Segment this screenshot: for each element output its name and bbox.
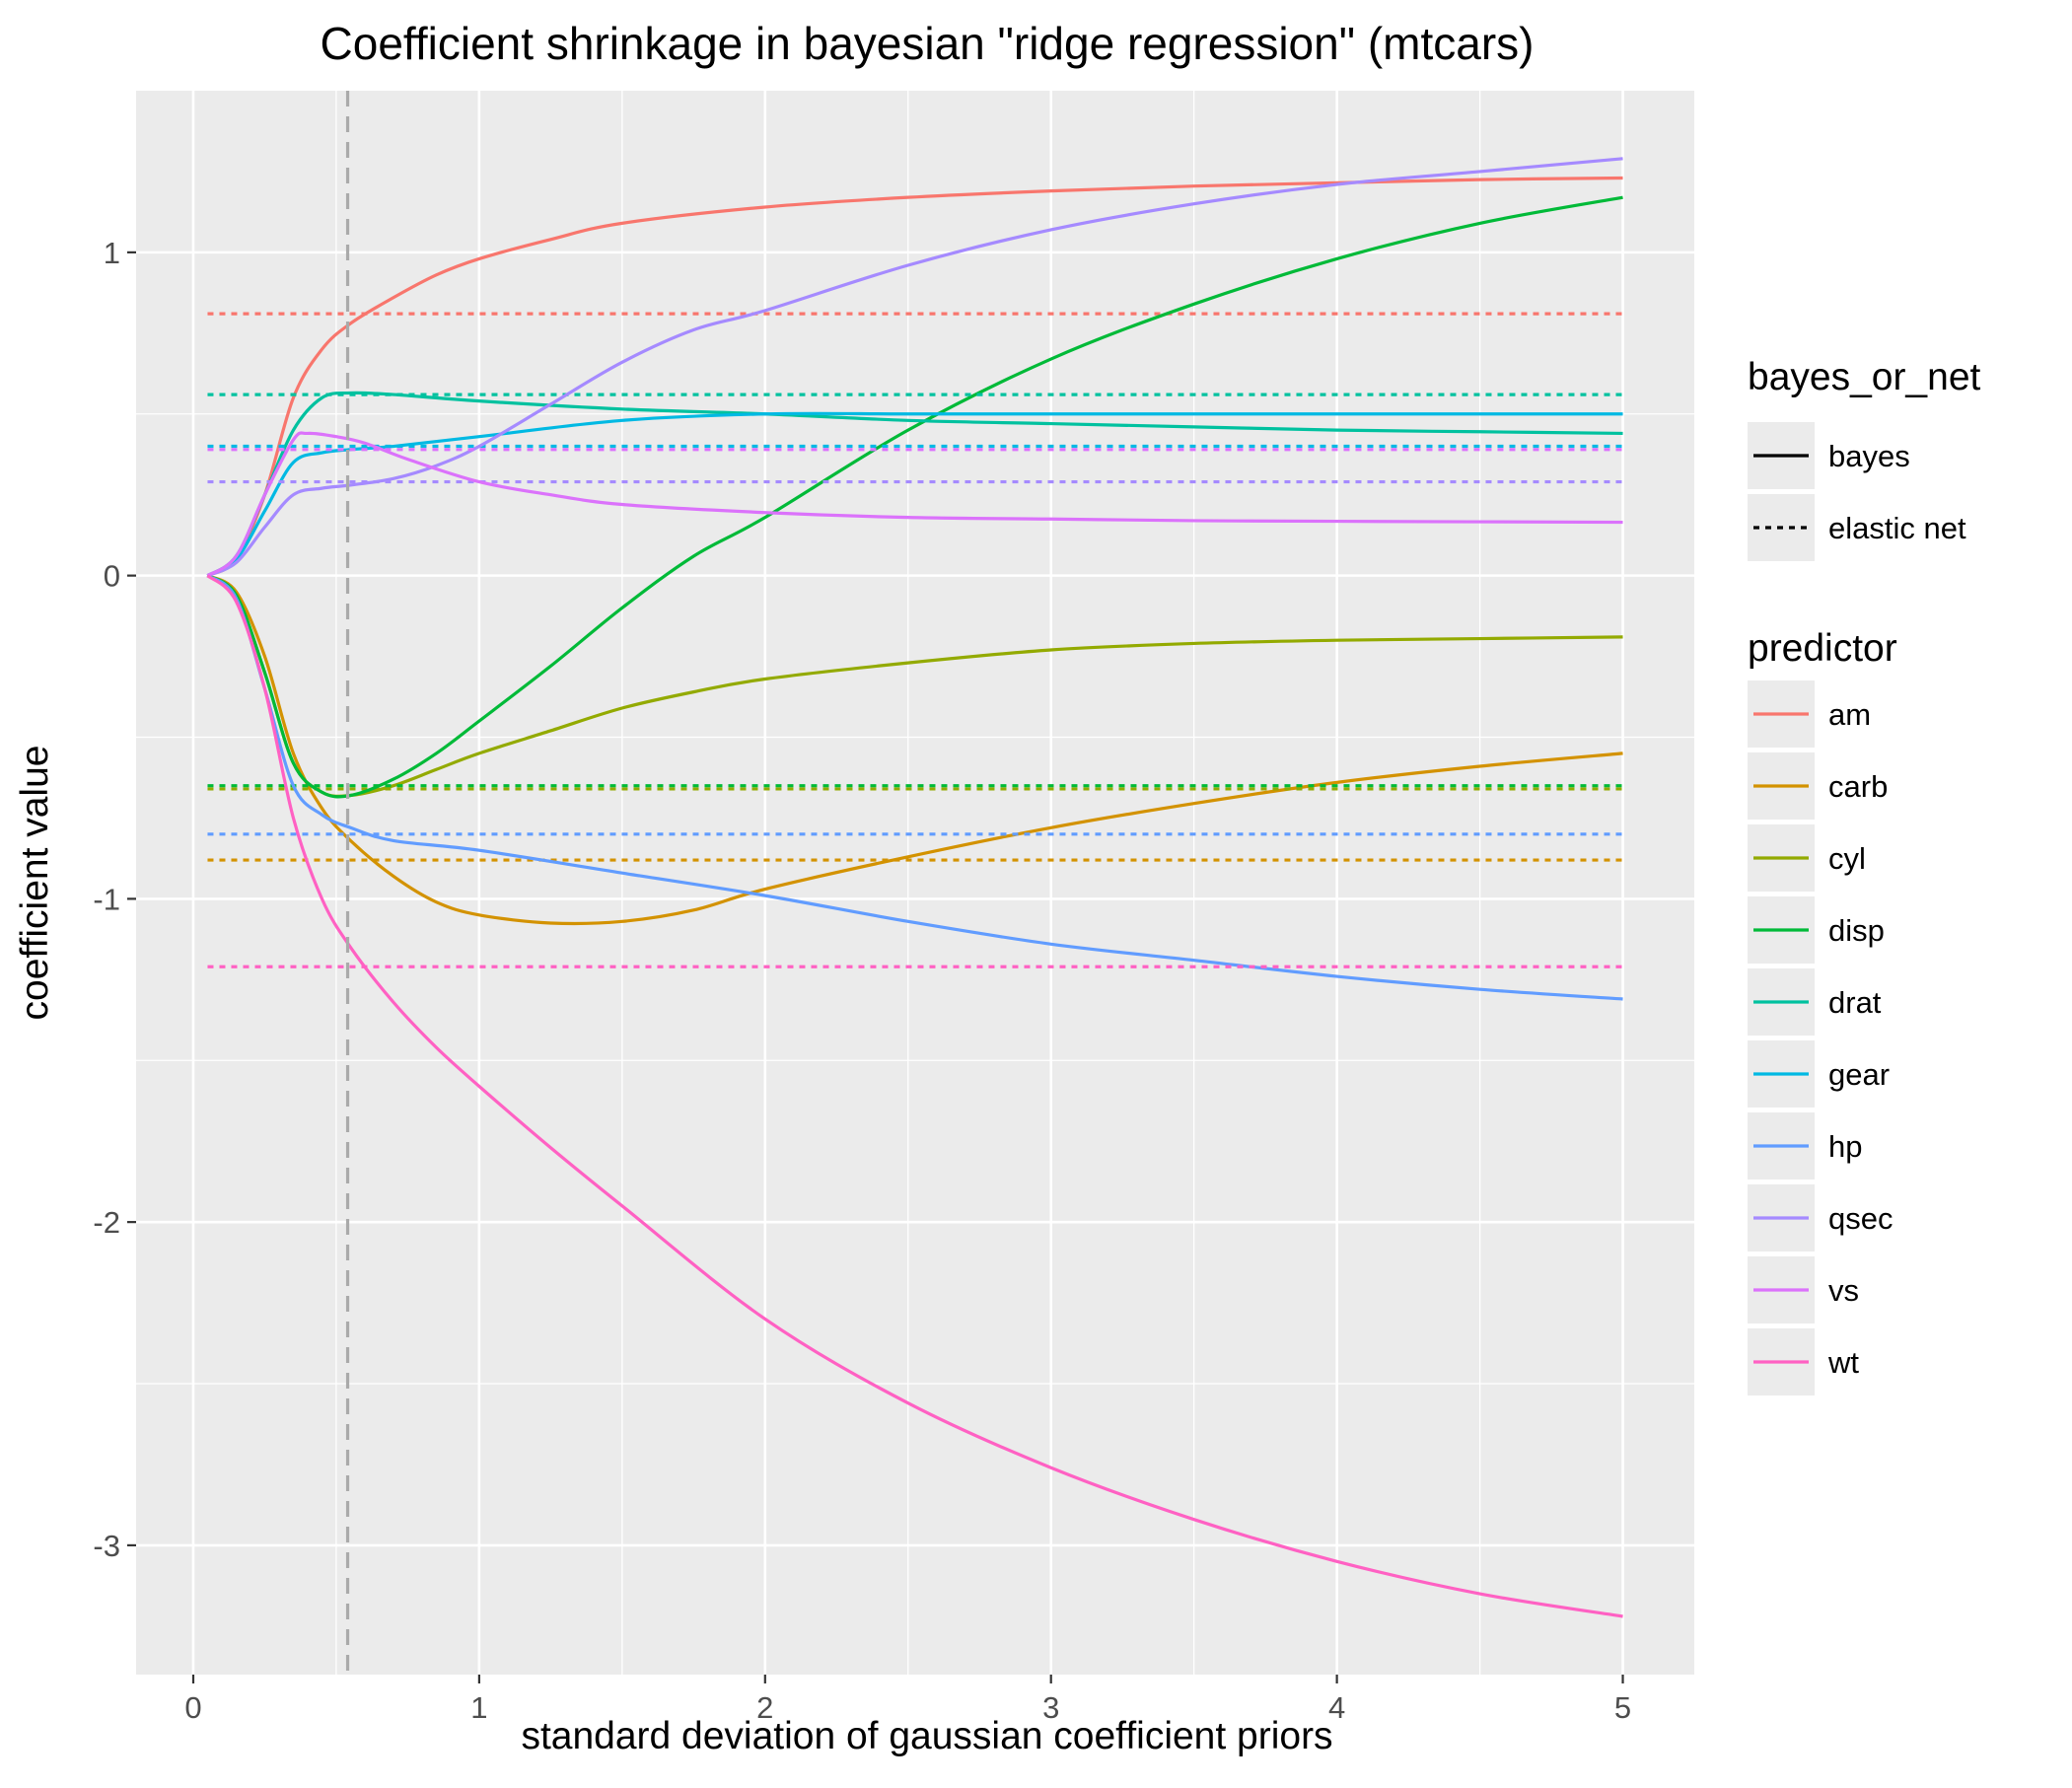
legend-label-drat: drat	[1828, 985, 1882, 1020]
legend-label-carb: carb	[1828, 769, 1888, 804]
x-tick-label: 3	[1042, 1690, 1059, 1725]
legend-label: bayes	[1828, 439, 1910, 473]
series-disp-bayes	[206, 195, 1623, 799]
legend-label-am: am	[1828, 697, 1871, 732]
y-tick-label: 1	[104, 236, 120, 270]
y-tick-label: -2	[93, 1205, 120, 1240]
x-axis-title: standard deviation of gaussian coefficie…	[521, 1715, 1332, 1757]
x-tick-label: 1	[470, 1690, 487, 1725]
x-tick-label: 5	[1614, 1690, 1631, 1725]
x-axis-ticks: 0 1 2 3 4 5	[184, 1675, 1631, 1725]
legend-label-disp: disp	[1828, 913, 1885, 948]
legend-label: elastic net	[1828, 511, 1966, 545]
series-qsec-bayes	[206, 157, 1623, 578]
x-tick-label: 2	[756, 1690, 773, 1725]
series-am-bayes	[206, 176, 1623, 578]
series-gear-bayes	[206, 411, 1623, 578]
legend-title-predictor: predictor	[1748, 627, 1897, 670]
legend-title-bayes-or-net: bayes_or_net	[1748, 356, 1981, 398]
series-vs-bayes	[206, 431, 1623, 578]
chart-title: Coefficient shrinkage in bayesian "ridge…	[321, 18, 1535, 69]
legend-label-wt: wt	[1827, 1345, 1859, 1380]
series-hp-bayes	[206, 574, 1623, 1001]
legend-label-qsec: qsec	[1828, 1201, 1893, 1236]
series-wt-bayes	[206, 574, 1623, 1618]
series-drat-bayes	[206, 391, 1623, 578]
legend-label-vs: vs	[1828, 1273, 1859, 1308]
y-axis-ticks: -3 -2 -1 0 1	[93, 236, 136, 1563]
legend-label-cyl: cyl	[1828, 841, 1866, 876]
x-tick-label: 0	[184, 1690, 201, 1725]
y-tick-label: 0	[104, 559, 120, 594]
y-axis-title: coefficient value	[14, 746, 56, 1021]
legend-label-hp: hp	[1828, 1129, 1862, 1164]
series-layer	[206, 157, 1623, 1618]
legend-label-gear: gear	[1828, 1057, 1890, 1092]
y-tick-label: -3	[93, 1529, 120, 1563]
y-tick-label: -1	[93, 882, 120, 916]
series-carb-bayes	[206, 574, 1623, 926]
x-tick-label: 4	[1328, 1690, 1345, 1725]
major-gridlines	[136, 91, 1694, 1675]
plot-panel	[136, 91, 1694, 1675]
